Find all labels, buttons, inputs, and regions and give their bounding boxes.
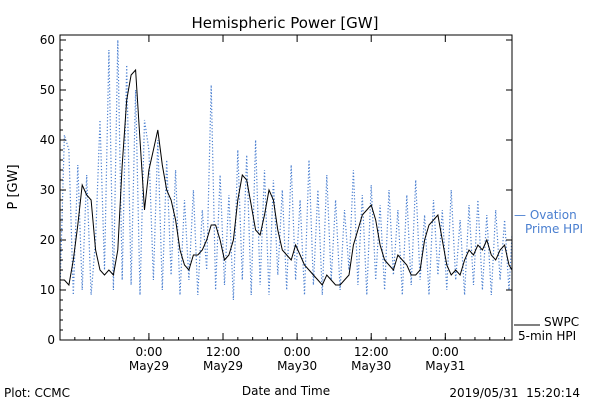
plot-area [59, 39, 513, 301]
series-line-swpc [60, 68, 513, 287]
chart-title: Hemispheric Power [GW] [192, 14, 379, 32]
x-tick-label-date: May31 [425, 359, 465, 373]
plot-frame [59, 34, 513, 341]
y-tick-label: 10 [40, 283, 55, 297]
y-tick-label: 50 [40, 83, 55, 97]
x-tick-label-time: 12:00 [206, 345, 241, 359]
plot-timestamp: 2019/05/31 15:20:14 [449, 386, 580, 400]
x-tick-label-time: 0:00 [135, 345, 162, 359]
series-line-ovation-prime [59, 39, 513, 301]
x-tick-label-time: 0:00 [432, 345, 459, 359]
y-tick-label: 0 [47, 333, 55, 347]
x-tick-label-date: May30 [277, 359, 317, 373]
y-axis: 0 10 20 30 40 50 60 [40, 33, 512, 347]
legend-ovation-line2: Prime HPI [525, 222, 583, 236]
legend-swpc-line1: SWPC [544, 315, 579, 329]
y-tick-label: 30 [40, 183, 55, 197]
x-tick-label-date: May30 [351, 359, 391, 373]
legend-ovation-line1: — Ovation [514, 208, 577, 222]
y-tick-label: 20 [40, 233, 55, 247]
legend-swpc-line2: 5-min HPI [518, 329, 576, 343]
y-axis-label: P [GW] [6, 164, 21, 209]
x-tick-label-date: May29 [203, 359, 243, 373]
y-tick-label: 40 [40, 133, 55, 147]
x-axis: 0:00May2912:00May290:00May3012:00May300:… [59, 35, 506, 373]
x-tick-label-date: May29 [129, 359, 169, 373]
y-tick-label: 60 [40, 33, 55, 47]
x-tick-label-time: 0:00 [284, 345, 311, 359]
plot-credit: Plot: CCMC [4, 386, 70, 400]
x-tick-label-time: 12:00 [354, 345, 389, 359]
x-axis-label: Date and Time [242, 384, 330, 398]
